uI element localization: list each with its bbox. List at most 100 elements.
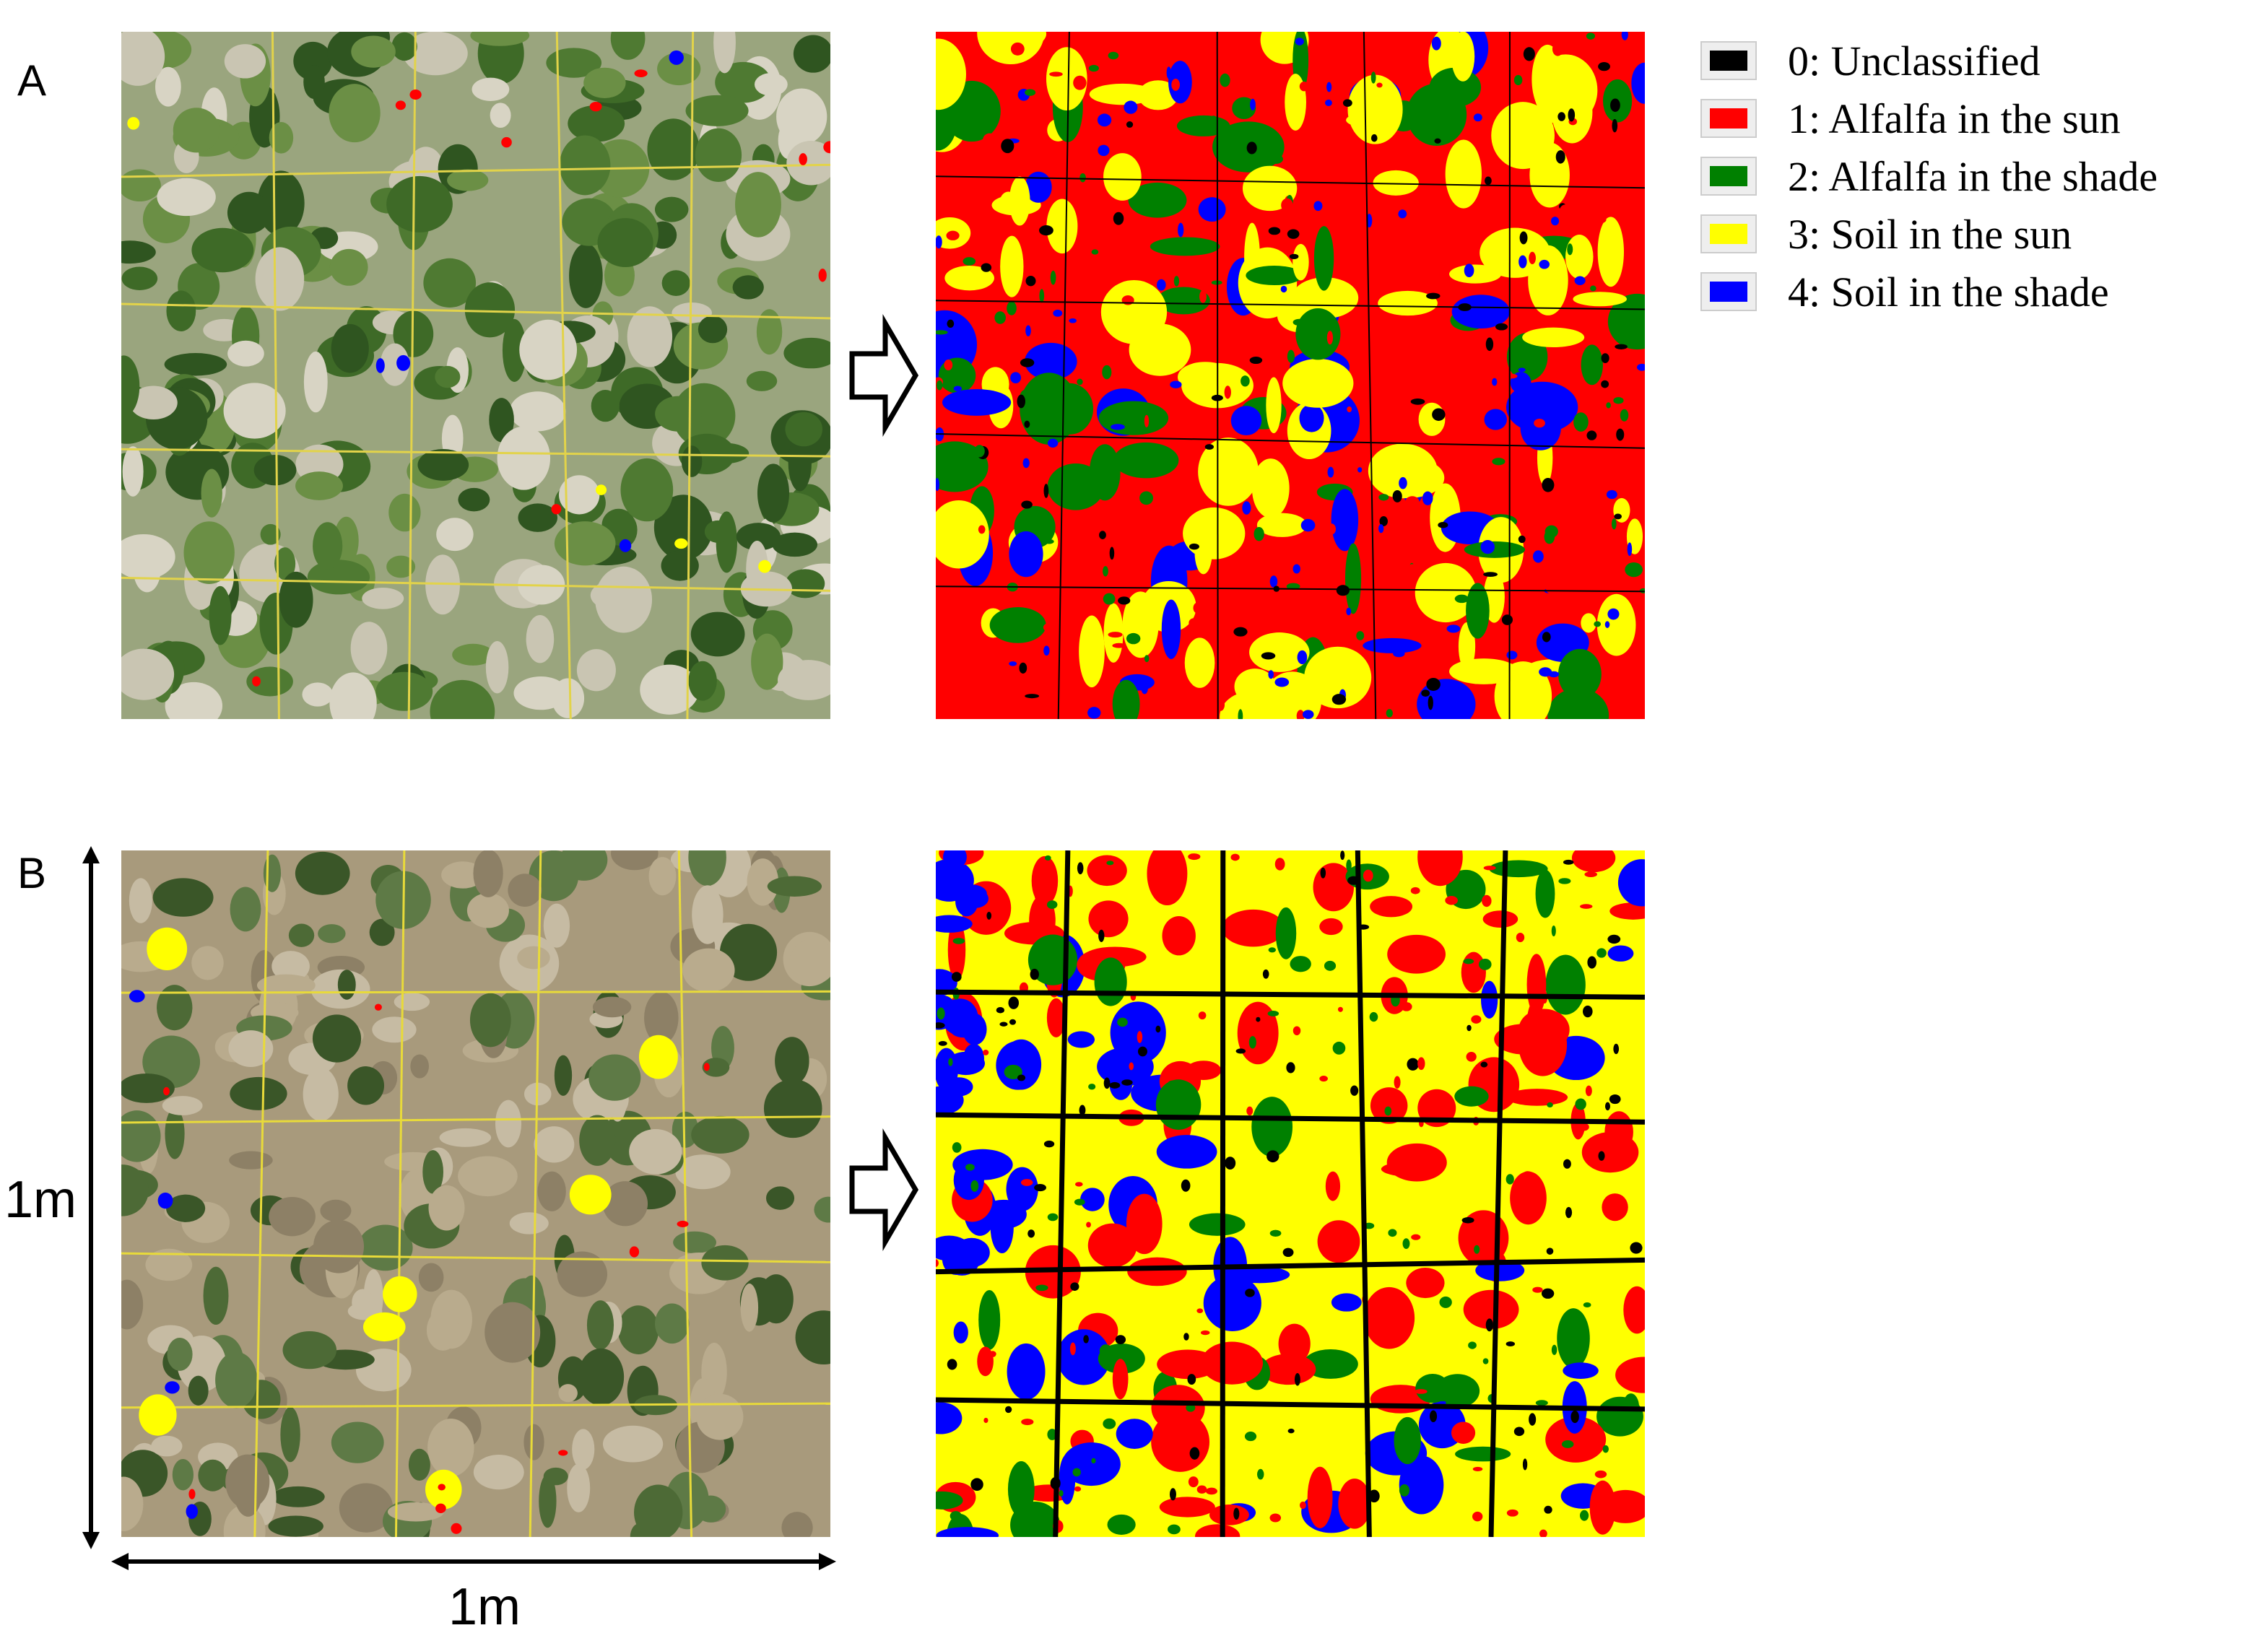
region xyxy=(936,864,963,897)
region xyxy=(788,433,812,492)
region xyxy=(1261,652,1276,660)
region xyxy=(1031,855,1059,906)
region xyxy=(1561,1440,1574,1448)
region xyxy=(1282,359,1354,408)
region xyxy=(1574,276,1586,285)
region xyxy=(1326,331,1334,345)
region xyxy=(1186,1403,1196,1412)
region xyxy=(1268,670,1274,679)
region xyxy=(1467,1024,1472,1032)
region xyxy=(1581,613,1596,633)
region xyxy=(1587,956,1596,969)
region xyxy=(681,445,703,477)
region xyxy=(1008,996,1020,1009)
region xyxy=(970,1180,979,1192)
region xyxy=(1195,1524,1241,1537)
region xyxy=(1103,153,1142,201)
region xyxy=(1194,689,1207,703)
region xyxy=(417,449,469,481)
region xyxy=(1483,866,1496,871)
region xyxy=(1489,860,1548,878)
region xyxy=(1144,414,1150,427)
region xyxy=(408,1448,430,1481)
region xyxy=(1373,170,1419,196)
region xyxy=(129,990,145,1003)
region xyxy=(1630,1242,1643,1254)
region xyxy=(1398,209,1407,219)
region xyxy=(1242,165,1298,212)
region xyxy=(947,918,966,981)
region xyxy=(339,1483,394,1533)
region xyxy=(1615,1357,1645,1393)
legend-label: 3: Soil in the sun xyxy=(1788,211,2072,258)
region xyxy=(331,1421,384,1463)
region xyxy=(1304,646,1372,709)
region xyxy=(936,478,940,492)
region xyxy=(948,1058,953,1066)
region xyxy=(953,1321,968,1344)
region xyxy=(936,235,942,249)
region xyxy=(466,893,509,928)
region xyxy=(1249,356,1263,365)
region xyxy=(1548,671,1560,678)
region xyxy=(157,985,193,1031)
region xyxy=(1004,1064,1022,1079)
region xyxy=(1324,960,1337,971)
region xyxy=(1269,154,1284,164)
region xyxy=(963,257,976,266)
region xyxy=(1047,438,1059,448)
region xyxy=(783,337,830,369)
grid-string xyxy=(1053,850,1071,1537)
region xyxy=(1275,907,1297,959)
region xyxy=(950,1511,962,1521)
region xyxy=(1000,235,1024,297)
region xyxy=(166,1194,206,1222)
region xyxy=(295,851,350,895)
region xyxy=(347,1066,385,1105)
region xyxy=(458,487,490,512)
region xyxy=(1346,607,1352,616)
region xyxy=(942,389,1012,416)
region xyxy=(823,141,830,154)
region xyxy=(362,588,404,609)
region xyxy=(597,218,653,267)
region xyxy=(155,66,181,107)
region xyxy=(1168,1524,1181,1535)
region xyxy=(1578,1123,1589,1131)
region xyxy=(1350,1085,1359,1096)
region xyxy=(274,547,296,580)
region xyxy=(435,1503,446,1514)
scale-label: 1m xyxy=(448,1578,521,1636)
region xyxy=(1156,279,1166,291)
legend-label: 0: Unclassified xyxy=(1788,38,2041,84)
region xyxy=(772,532,818,557)
region xyxy=(1010,1501,1060,1537)
region xyxy=(999,1022,1008,1027)
region xyxy=(1196,1308,1204,1314)
region xyxy=(369,918,395,946)
region xyxy=(1518,255,1527,269)
region xyxy=(227,191,271,234)
region xyxy=(1299,1501,1306,1510)
region xyxy=(329,672,377,719)
region xyxy=(1108,51,1119,60)
grid-string xyxy=(555,32,572,719)
region xyxy=(1357,467,1363,473)
region xyxy=(1547,1102,1553,1107)
region xyxy=(472,77,510,101)
legend-label: 2: Alfalfa in the shade xyxy=(1788,153,2158,200)
region xyxy=(1635,1382,1643,1390)
region xyxy=(1394,1076,1401,1089)
region xyxy=(1370,134,1378,142)
region xyxy=(1079,173,1086,183)
region xyxy=(1168,61,1192,104)
region xyxy=(165,1107,185,1159)
region xyxy=(329,84,381,143)
region xyxy=(1529,251,1536,265)
region xyxy=(702,1058,730,1077)
region xyxy=(1099,531,1106,539)
region xyxy=(747,858,779,906)
region xyxy=(1370,1087,1408,1124)
region xyxy=(1121,1079,1133,1086)
legend-swatch xyxy=(1710,224,1747,244)
